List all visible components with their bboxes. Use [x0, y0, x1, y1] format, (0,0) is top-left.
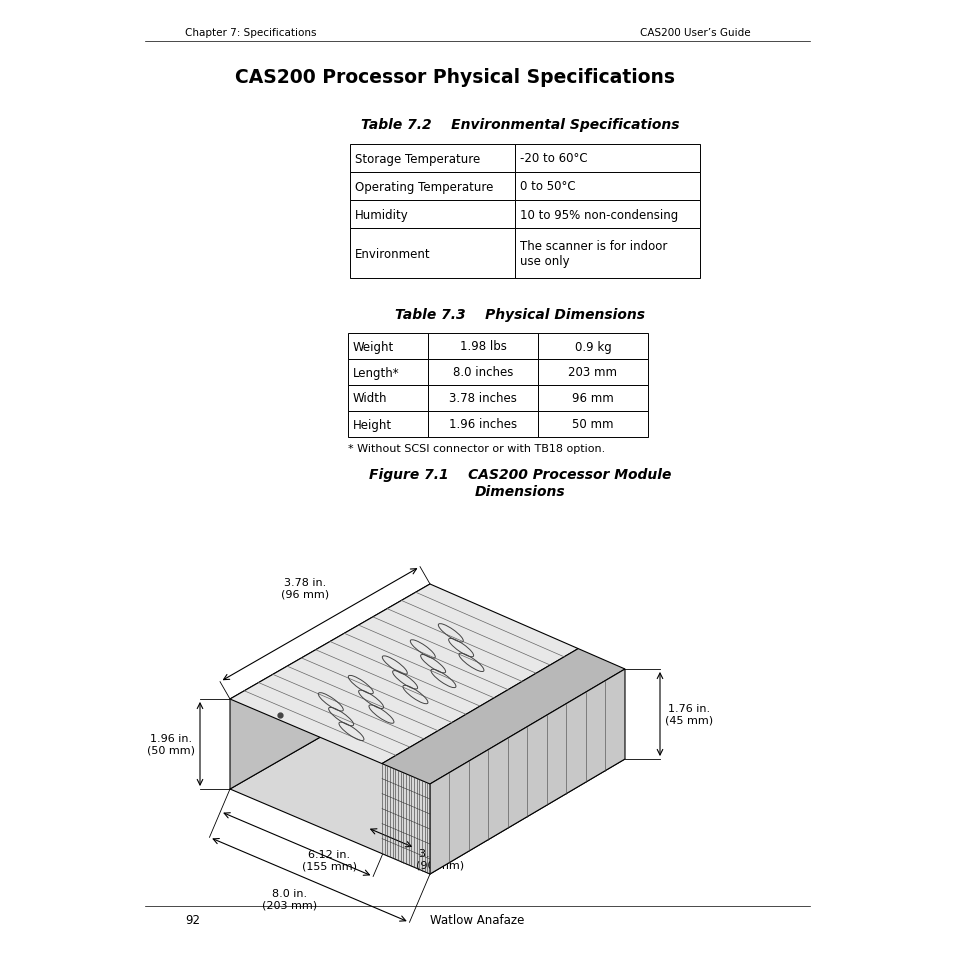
Text: 92: 92 — [185, 913, 200, 926]
Bar — [350, 145, 515, 172]
Text: Width: Width — [353, 392, 387, 405]
Text: CAS200 Processor Physical Specifications: CAS200 Processor Physical Specifications — [234, 68, 675, 87]
Polygon shape — [430, 669, 624, 874]
Bar — [350, 201, 515, 229]
Text: Table 7.2    Environmental Specifications: Table 7.2 Environmental Specifications — [360, 118, 679, 132]
Text: Operating Temperature: Operating Temperature — [355, 180, 493, 193]
Text: 1.96 inches: 1.96 inches — [449, 418, 517, 431]
Text: 1.76 in.
(45 mm): 1.76 in. (45 mm) — [664, 703, 713, 725]
Bar — [537, 386, 647, 412]
Text: Chapter 7: Specifications: Chapter 7: Specifications — [185, 28, 316, 38]
Text: Environment: Environment — [355, 247, 430, 260]
Text: 6.12 in.
(155 mm): 6.12 in. (155 mm) — [301, 849, 356, 871]
Text: Weight: Weight — [353, 340, 394, 354]
Text: CAS200 User’s Guide: CAS200 User’s Guide — [639, 28, 750, 38]
Bar — [428, 359, 537, 386]
Polygon shape — [230, 584, 578, 763]
Polygon shape — [381, 649, 624, 784]
Bar — [537, 334, 647, 359]
Bar — [348, 412, 428, 437]
Text: Watlow Anafaze: Watlow Anafaze — [430, 913, 523, 926]
Polygon shape — [230, 675, 624, 874]
Bar — [348, 359, 428, 386]
Bar — [515, 172, 700, 201]
Text: Dimensions: Dimensions — [475, 484, 565, 498]
Text: 3.78 in.
(96 mm): 3.78 in. (96 mm) — [281, 577, 329, 598]
Text: Height: Height — [353, 418, 392, 431]
Text: 1.98 lbs: 1.98 lbs — [459, 340, 506, 354]
Text: Figure 7.1    CAS200 Processor Module: Figure 7.1 CAS200 Processor Module — [369, 468, 671, 481]
Text: 203 mm: 203 mm — [568, 366, 617, 379]
Text: 10 to 95% non-condensing: 10 to 95% non-condensing — [519, 209, 678, 221]
Text: 0.9 kg: 0.9 kg — [574, 340, 611, 354]
Bar — [350, 229, 515, 278]
Text: 3.78 inches: 3.78 inches — [449, 392, 517, 405]
Text: 3.55 in.
(90 mm): 3.55 in. (90 mm) — [416, 848, 464, 869]
Bar — [350, 172, 515, 201]
Bar — [515, 201, 700, 229]
Bar — [428, 386, 537, 412]
Bar — [428, 334, 537, 359]
Text: 96 mm: 96 mm — [572, 392, 613, 405]
Text: Humidity: Humidity — [355, 209, 408, 221]
Text: -20 to 60°C: -20 to 60°C — [519, 152, 587, 165]
Bar — [348, 334, 428, 359]
Bar — [515, 229, 700, 278]
Text: 8.0 in.
(203 mm): 8.0 in. (203 mm) — [262, 888, 316, 909]
Text: 0 to 50°C: 0 to 50°C — [519, 180, 575, 193]
Text: The scanner is for indoor
use only: The scanner is for indoor use only — [519, 240, 667, 268]
Bar — [537, 412, 647, 437]
Text: 50 mm: 50 mm — [572, 418, 613, 431]
Text: * Without SCSI connector or with TB18 option.: * Without SCSI connector or with TB18 op… — [348, 443, 604, 454]
Text: 1.96 in.
(50 mm): 1.96 in. (50 mm) — [147, 734, 194, 755]
Polygon shape — [230, 584, 430, 789]
Bar — [348, 386, 428, 412]
Text: Table 7.3    Physical Dimensions: Table 7.3 Physical Dimensions — [395, 308, 644, 322]
Text: Length*: Length* — [353, 366, 399, 379]
Text: Storage Temperature: Storage Temperature — [355, 152, 479, 165]
Bar — [428, 412, 537, 437]
Bar — [537, 359, 647, 386]
Bar — [515, 145, 700, 172]
Text: 8.0 inches: 8.0 inches — [453, 366, 513, 379]
